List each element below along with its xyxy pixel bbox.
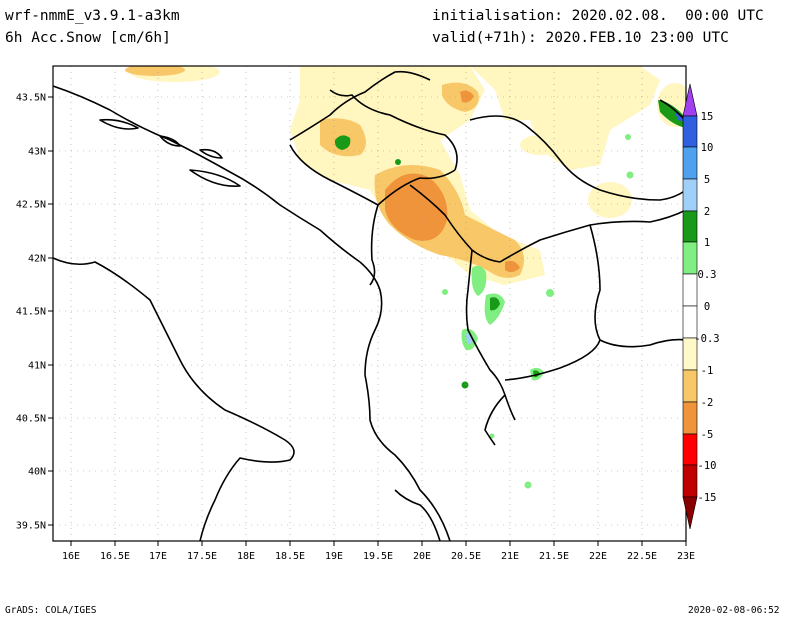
lon-tick-label: 20.5E xyxy=(451,551,481,562)
colorbar-segment xyxy=(682,241,698,275)
lat-tick-label: 41.5N xyxy=(16,307,46,318)
colorbar: 15 10 5 2 1 0.3 0 -0.3 -1 -2 -5 -10 -15 xyxy=(682,83,720,530)
albania-greece-border xyxy=(484,394,506,446)
colorbar-segment xyxy=(682,210,698,243)
lon-tick-label: 21.5E xyxy=(539,551,569,562)
footer-credit: GrADS: COLA/IGES xyxy=(5,605,97,616)
northern-border xyxy=(469,115,686,201)
colorbar-label: 1 xyxy=(704,237,710,249)
snow-field xyxy=(125,66,686,489)
lon-tick-label: 22.5E xyxy=(627,551,657,562)
footer-timestamp: 2020-02-08-06:52 xyxy=(688,605,780,616)
lat-tick-label: 43.5N xyxy=(16,93,46,104)
island-2 xyxy=(189,169,241,187)
valid-time: valid(+71h): 2020.FEB.10 23:00 UTC xyxy=(432,30,729,46)
croatia-coast xyxy=(53,85,361,263)
colorbar-bottom-arrow xyxy=(682,496,698,530)
colorbar-label: 5 xyxy=(704,174,710,186)
colorbar-segment xyxy=(682,273,698,307)
macedonia-border xyxy=(465,249,516,421)
albania-border xyxy=(369,204,379,286)
colorbar-label: 15 xyxy=(701,111,714,123)
colorbar-segment xyxy=(682,178,698,212)
lat-tick-label: 39.5N xyxy=(16,521,46,532)
island-4 xyxy=(159,135,181,147)
island-1 xyxy=(99,118,139,130)
colorbar-label: 0.3 xyxy=(698,269,717,281)
lon-tick-label: 19E xyxy=(325,551,343,562)
lon-tick-label: 18.5E xyxy=(275,551,305,562)
colorbar-label: 2 xyxy=(704,206,710,218)
colorbar-label: -0.3 xyxy=(694,333,719,345)
colorbar-segment xyxy=(682,146,698,180)
init-time: initialisation: 2020.02.08. 00:00 UTC xyxy=(432,8,764,24)
coastlines-and-borders xyxy=(53,70,686,541)
lon-tick-label: 16.5E xyxy=(100,551,130,562)
lon-tick-label: 20E xyxy=(413,551,431,562)
model-title: wrf-nmmE_v3.9.1-a3km xyxy=(5,8,180,24)
colorbar-segment xyxy=(682,401,698,435)
lon-tick-label: 23E xyxy=(677,551,695,562)
lon-tick-label: 22E xyxy=(589,551,607,562)
kosovo-border xyxy=(409,184,501,263)
lon-tick-label: 17E xyxy=(149,551,167,562)
colorbar-segment xyxy=(682,115,698,148)
longitude-axis: 16E 16.5E 17E 17.5E 18E 18.5E 19E 19.5E 20E 20.5E… xyxy=(62,541,695,562)
colorbar-label: -2 xyxy=(701,397,714,409)
lat-tick-label: 43N xyxy=(28,147,46,158)
lon-tick-label: 17.5E xyxy=(187,551,217,562)
greece-bulgaria-border xyxy=(599,338,686,348)
bosnia-border xyxy=(289,70,431,141)
adriatic-east-coast xyxy=(359,261,451,541)
lon-tick-label: 19.5E xyxy=(363,551,393,562)
lat-tick-label: 42N xyxy=(28,254,46,265)
colorbar-label: -5 xyxy=(701,429,714,441)
colorbar-segment xyxy=(682,369,698,403)
italy-coast xyxy=(53,257,295,541)
greece-coast xyxy=(394,489,441,541)
variable-title: 6h Acc.Snow [cm/6h] xyxy=(5,30,171,46)
colorbar-label: -10 xyxy=(698,460,717,472)
lon-tick-label: 16E xyxy=(62,551,80,562)
lon-tick-label: 18E xyxy=(237,551,255,562)
colorbar-label: -15 xyxy=(698,492,717,504)
lon-tick-label: 21E xyxy=(501,551,519,562)
colorbar-label: -1 xyxy=(701,365,714,377)
lat-tick-label: 40N xyxy=(28,467,46,478)
lat-tick-label: 42.5N xyxy=(16,200,46,211)
colorbar-segment xyxy=(682,433,698,466)
macedonia-bulgaria-border xyxy=(504,224,601,381)
lat-tick-label: 40.5N xyxy=(16,414,46,425)
colorbar-segment xyxy=(682,464,698,498)
lat-tick-label: 41N xyxy=(28,361,46,372)
serbia-border xyxy=(329,89,458,171)
colorbar-label: 0 xyxy=(704,301,710,313)
snow-orange-regions xyxy=(385,90,520,273)
colorbar-label: 10 xyxy=(701,142,714,154)
latitude-axis: 43.5N 43N 42.5N 42N 41.5N 41N 40.5N 40N 39.5N xyxy=(16,93,53,532)
island-3 xyxy=(199,148,223,159)
